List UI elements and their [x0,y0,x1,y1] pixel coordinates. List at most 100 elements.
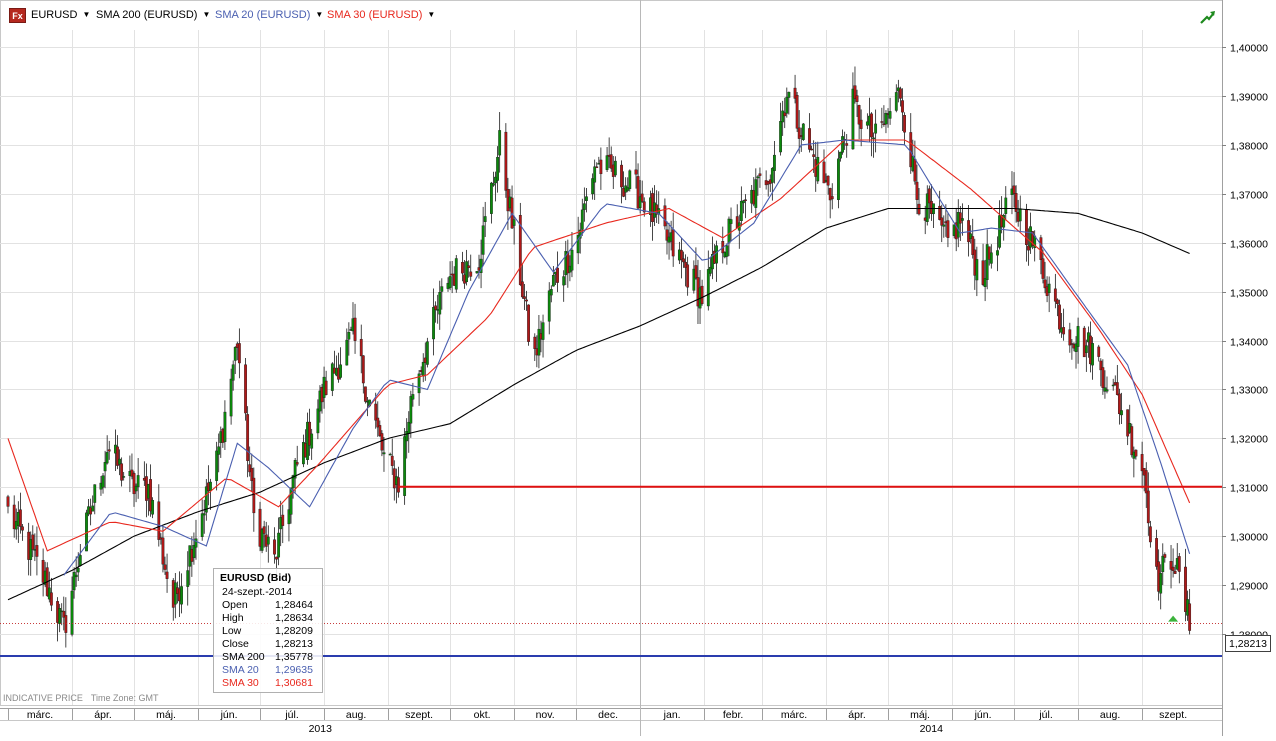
candle-body [390,455,394,466]
candle-body [1144,470,1148,494]
candle-body [520,281,524,298]
candle-body [157,501,161,540]
candle-body [277,532,281,558]
candle-body [1039,237,1043,260]
candle-body [434,305,438,311]
candle-body [1155,538,1158,567]
candle-body [744,199,747,201]
candle-body [894,92,898,111]
candle-body [293,459,297,479]
candle-body [686,264,690,288]
candle-body [388,453,392,456]
candle-body [570,249,574,271]
candle-body [781,110,785,123]
candle-body [857,105,861,125]
legend-sma20[interactable]: SMA 20 (EURUSD) ▼ [215,9,323,21]
legend-sma200[interactable]: SMA 200 (EURUSD) ▼ [96,9,210,21]
y-tick-label: 1,29000 [1230,581,1268,593]
candle-body [103,462,107,472]
candle-body [78,555,82,567]
candle-body [729,219,733,224]
x-month-label: nov. [536,709,555,721]
candle-body [481,225,485,255]
legend-sma30[interactable]: SMA 30 (EURUSD) ▼ [327,9,435,21]
candle-body [541,322,545,340]
candle-body [361,355,365,384]
candle-body [448,276,452,288]
x-month-label: máj. [910,709,930,721]
candle-body [1076,326,1080,347]
candle-body [758,173,762,176]
symbol-label: EURUSD [31,9,78,21]
candle-body [1117,393,1121,415]
candle-body [946,220,950,238]
trend-up-arrow-icon[interactable] [1200,10,1216,24]
candle-body [595,166,599,168]
tooltip-row-label: Low [222,625,242,637]
candle-body [665,229,669,241]
candle-body [773,154,776,171]
y-tick-label: 1,30000 [1230,532,1268,544]
candle-body [1148,526,1152,543]
legend-sma30-label: SMA 30 (EURUSD) [327,9,423,21]
candle-body [859,119,863,129]
tooltip-row: SMA 200 1,35778 [222,651,317,664]
candle-body [1062,327,1066,335]
candle-body [797,127,801,139]
candle-body [107,449,111,452]
candle-body [1120,410,1123,416]
candle-body [533,336,537,349]
candle-body [899,88,902,99]
candle-body [855,95,859,102]
candle-body [828,188,832,201]
candle-body [250,467,254,481]
candle-body [725,245,729,257]
candle-body [136,475,140,488]
tooltip-row-label: SMA 30 [222,677,259,689]
candle-body [397,477,400,493]
candle-body [888,111,892,119]
candle-body [1159,573,1163,594]
tooltip-row: SMA 30 1,30681 [222,677,317,690]
dropdown-caret-icon: ▼ [427,10,436,19]
candle-body [1173,571,1177,574]
candle-body [246,414,250,462]
candle-body [671,229,675,257]
candle-body [971,236,975,255]
candle-body [62,610,66,618]
candle-body [316,408,320,434]
candle-body [1169,561,1173,570]
candle-body [231,364,235,381]
candle-body [475,271,479,274]
candle-body [461,262,464,274]
chart-toolbar: Fx EURUSD ▼ SMA 200 (EURUSD) ▼ SMA 20 (EUR… [0,0,1222,30]
candle-body [634,169,638,175]
candle-body [1056,299,1059,304]
candle-body [1082,327,1086,358]
candle-body [204,486,208,513]
candle-body [1140,454,1144,472]
tooltip-row-label: SMA 200 [222,651,265,663]
candle-body [374,403,378,421]
candle-body [783,112,787,117]
candle-body [310,433,314,449]
candle-body [244,364,247,414]
candle-body [851,88,855,150]
y-tick-label: 1,40000 [1230,43,1268,55]
candle-body [969,233,973,239]
candle-body [663,205,667,227]
tooltip-row: Low 1,28209 [222,625,317,638]
candle-body [262,526,266,534]
tooltip-row-value: 1,28634 [275,612,313,624]
candle-body [549,289,553,296]
tooltip-row-label: SMA 20 [222,664,259,676]
x-month-label: szept. [1159,709,1187,721]
candle-body [551,274,555,287]
symbol-selector[interactable]: EURUSD ▼ [31,9,90,21]
candle-body [756,176,760,179]
candle-body [927,188,931,204]
y-tick-label: 1,35000 [1230,288,1268,300]
candle-body [6,496,10,507]
